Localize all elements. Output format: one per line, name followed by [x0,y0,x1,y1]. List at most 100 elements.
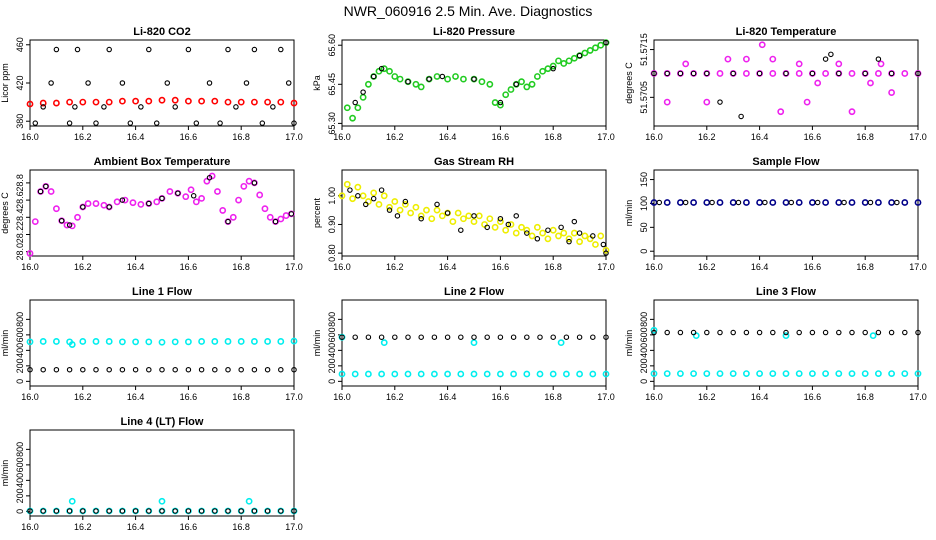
data-point [894,199,900,206]
y-tick-label: 200 [15,358,25,373]
y-tick-label: 200 [15,488,25,503]
data-point [901,370,909,378]
data-point [729,370,737,378]
data-point [364,80,372,88]
data-point [434,201,440,208]
data-point [407,209,415,217]
data-point [597,232,605,240]
data-point [224,98,232,106]
data-point [146,200,152,207]
data-point [80,508,86,514]
data-point [444,370,451,378]
data-point [225,46,231,53]
data-point [433,206,441,214]
data-point [100,201,108,209]
data-point [716,70,724,77]
data-point [602,246,610,254]
data-point [848,108,856,116]
x-tick-label: 16.8 [856,132,874,142]
series-ref [352,39,609,106]
y-axis-label: Licor ppm [0,63,10,103]
data-point [875,199,882,206]
data-point [250,98,258,106]
data-point [581,49,589,57]
data-point [53,205,60,213]
data-point [92,200,100,207]
data-point [433,73,441,80]
data-point [835,199,843,206]
panel-9: Line 3 Flow ml/min 16.0 16.2 16.4 16.6 16.8 17.… [624,286,927,402]
data-point [278,508,284,514]
x-tick-label: 17.0 [909,132,927,142]
y-tick-label: 65.30 [327,112,337,135]
data-point [471,76,477,82]
data-point [703,199,711,206]
data-point [690,70,697,77]
data-point [43,183,49,190]
data-point [536,370,544,378]
data-point [198,97,205,105]
data-point [132,508,139,514]
data-point [224,338,232,345]
data-point [743,370,750,378]
data-point [339,334,345,340]
data-point [84,200,92,207]
data-point [278,366,284,373]
data-point [869,332,877,340]
data-point [769,370,777,378]
x-tick-label: 17.0 [285,522,303,532]
data-point [138,104,144,110]
panel-title: Line 2 Flow [444,286,504,298]
data-point [417,212,425,220]
y-tick-label: 28.8 [15,174,25,192]
data-point [153,198,161,206]
x-tick-label: 17.0 [597,132,615,142]
data-point [225,366,231,373]
data-point [576,52,583,59]
y-axis-label: percent [312,197,322,228]
data-point [743,329,750,336]
data-point [507,86,515,93]
data-point [225,218,231,225]
y-axis-label: degrees C [624,62,634,104]
panel-title: Li-820 Pressure [433,26,515,38]
data-point [589,370,597,378]
data-point [343,104,351,112]
data-point [338,192,346,200]
data-point [32,120,39,126]
data-point [756,370,763,378]
x-tick-label: 16.4 [127,392,145,402]
data-point [352,334,358,340]
data-point [513,81,519,88]
data-point [396,206,404,214]
data-point [497,215,504,222]
data-point [430,370,438,378]
data-point [822,56,829,62]
x-tick-label: 17.0 [909,392,927,402]
data-point [146,46,152,53]
data-point [756,70,763,77]
data-point [795,199,803,206]
data-point [235,196,242,204]
panel-2: Li-820 Pressure kPa 16.0 16.2 16.4 16.6 16.8 17… [312,26,615,142]
data-point [217,120,223,126]
data-point [66,98,73,106]
data-point [901,199,909,206]
data-point [193,120,200,126]
x-tick-label: 17.0 [285,392,303,402]
data-point [560,229,568,237]
data-point [592,44,599,52]
data-point [175,190,181,196]
data-point [145,97,153,105]
data-point [915,70,921,77]
data-point [664,70,670,77]
data-point [814,79,822,87]
data-point [590,334,596,340]
data-point [47,188,55,195]
y-axis-label: ml/min [0,460,10,487]
data-point [106,508,112,514]
y-tick-label: 600 [639,327,649,342]
data-point [836,329,842,336]
data-point [354,183,362,191]
data-point [502,91,510,99]
